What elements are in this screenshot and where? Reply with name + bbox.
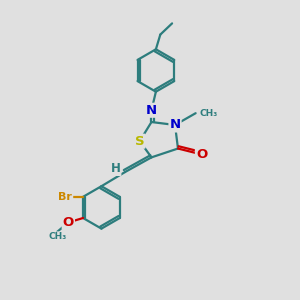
Text: O: O [196, 148, 207, 161]
Text: Br: Br [58, 192, 72, 202]
Text: N: N [146, 104, 157, 117]
Text: S: S [135, 135, 145, 148]
Text: O: O [63, 216, 74, 229]
Text: N: N [169, 118, 181, 131]
Text: CH₃: CH₃ [199, 109, 218, 118]
Text: H: H [111, 162, 121, 175]
Text: CH₃: CH₃ [48, 232, 66, 241]
